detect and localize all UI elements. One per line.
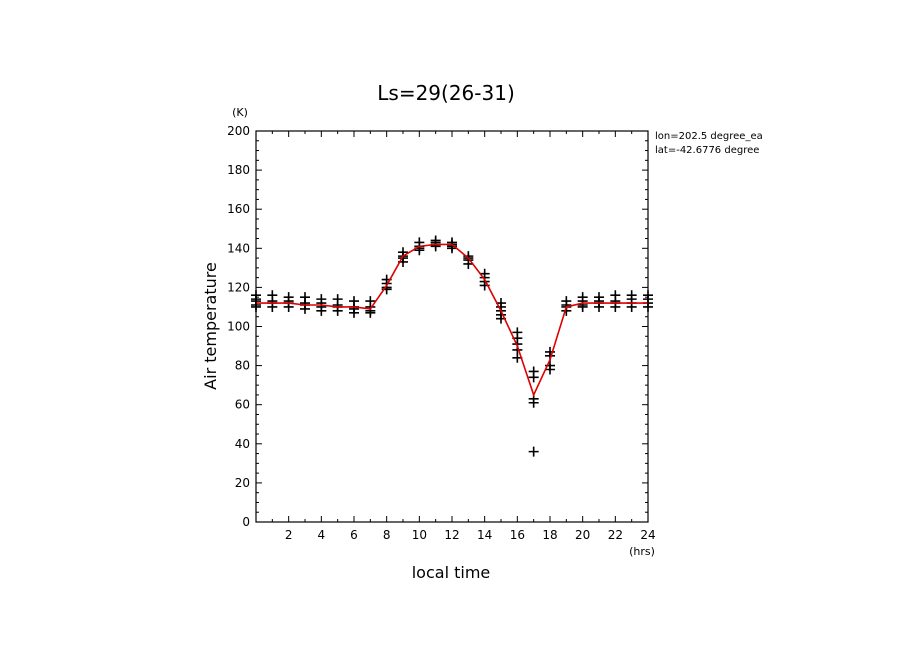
y-tick-label: 120 [227,280,250,294]
x-tick-label: 16 [510,528,525,542]
axis-ticks [255,130,649,523]
x-tick-label: 4 [318,528,326,542]
x-tick-label: 22 [608,528,623,542]
data-point-marker [545,364,555,375]
y-tick-label: 160 [227,202,250,216]
x-tick-label: 10 [412,528,427,542]
y-tick-label: 200 [227,124,250,138]
y-unit-label: (K) [232,106,248,119]
x-tick-label: 12 [444,528,459,542]
annotation-lat: lat=-42.6776 degree [655,145,759,156]
plot-frame [255,130,649,523]
mean-temperature-line [256,243,648,398]
y-tick-label: 60 [235,398,250,412]
x-axis-label: local time [412,563,491,582]
x-tick-label: 8 [383,528,391,542]
y-axis-label: Air temperature [201,262,220,390]
y-tick-label: 180 [227,163,250,177]
x-tick-label: 20 [575,528,590,542]
annotation-lon: lon=202.5 degree_ea [655,131,763,142]
data-point-marker [528,446,539,457]
tick-labels: 2 4 6 8 10 12 14 16 18 20 22 2402040608010012014016… [227,124,656,542]
x-tick-label: 24 [640,528,655,542]
x-tick-label: 2 [285,528,293,542]
x-tick-label: 14 [477,528,492,542]
y-tick-label: 140 [227,241,250,255]
y-tick-label: 80 [235,359,250,373]
y-tick-label: 40 [235,437,250,451]
chart-title: Ls=29(26-31) [377,81,515,105]
x-unit-label: (hrs) [629,545,655,558]
y-tick-label: 100 [227,320,250,334]
data-point-marker [463,258,474,269]
data-point-marker [430,241,441,252]
data-point-marker [528,397,539,408]
y-tick-label: 20 [235,476,250,490]
data-markers [251,235,653,457]
x-tick-label: 18 [542,528,557,542]
data-point-marker [349,307,359,318]
data-point-marker [316,305,327,316]
data-point-marker [528,372,539,383]
x-tick-label: 6 [350,528,358,542]
y-tick-label: 0 [242,515,250,529]
